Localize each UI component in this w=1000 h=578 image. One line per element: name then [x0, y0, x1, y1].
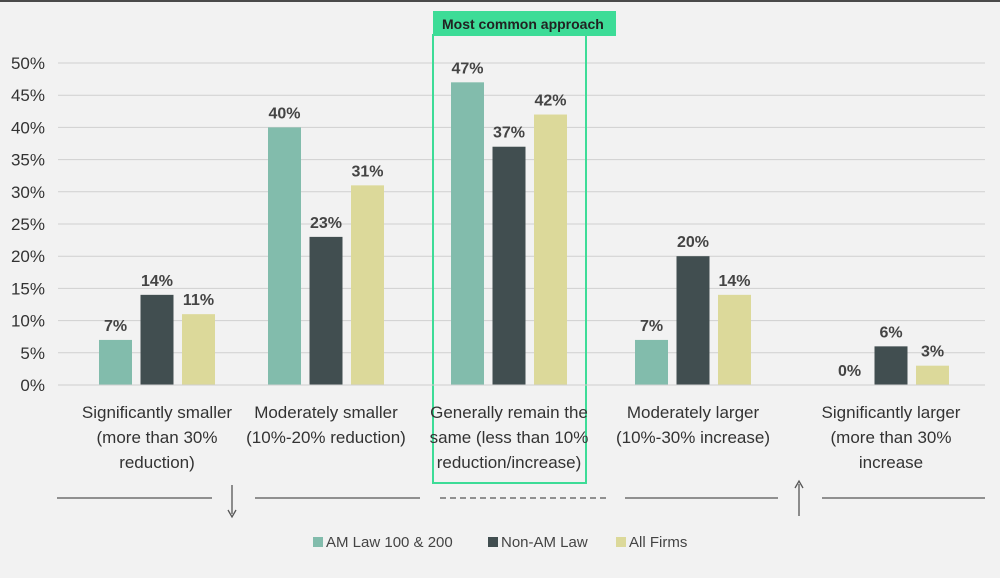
- category-label: (10%-20% reduction): [246, 428, 406, 447]
- bar: [309, 236, 343, 385]
- category-label: increase: [859, 453, 923, 472]
- data-label: 11%: [183, 292, 214, 309]
- y-tick-label: 20%: [11, 247, 45, 266]
- legend-swatch: [488, 537, 498, 547]
- data-label: 14%: [718, 273, 750, 290]
- category-label: reduction): [119, 453, 195, 472]
- data-label: 6%: [879, 324, 902, 341]
- category-label: reduction/increase): [437, 453, 582, 472]
- category-label: Moderately larger: [627, 403, 760, 422]
- bar: [182, 314, 215, 385]
- y-tick-label: 15%: [11, 279, 45, 298]
- y-tick-label: 35%: [11, 151, 45, 170]
- legend-label: Non-AM Law: [501, 534, 588, 551]
- y-tick-label: 0%: [20, 376, 45, 395]
- top-border: [0, 0, 1000, 2]
- bar: [534, 114, 567, 386]
- y-tick-label: 30%: [11, 183, 45, 202]
- data-label: 3%: [921, 344, 944, 361]
- y-tick-label: 10%: [11, 312, 45, 331]
- data-label: 0%: [838, 363, 861, 380]
- y-tick-label: 50%: [11, 54, 45, 73]
- highlight-label: Most common approach: [442, 16, 604, 32]
- highlight-label-bg: [433, 11, 616, 36]
- bar: [351, 185, 384, 385]
- category-label: (more than 30%: [831, 428, 952, 447]
- data-label: 20%: [677, 234, 709, 251]
- bar: [635, 339, 668, 385]
- legend-swatch: [313, 537, 323, 547]
- bar: [916, 365, 949, 385]
- data-label: 7%: [640, 318, 663, 335]
- category-label: (more than 30%: [97, 428, 218, 447]
- legend-label: AM Law 100 & 200: [326, 534, 453, 551]
- y-tick-label: 25%: [11, 215, 45, 234]
- data-label: 14%: [141, 273, 173, 290]
- y-tick-label: 40%: [11, 118, 45, 137]
- down-arrow-icon: [227, 509, 237, 519]
- category-label: Generally remain the: [430, 403, 588, 422]
- legend-swatch: [616, 537, 626, 547]
- up-arrow-icon: [794, 479, 804, 489]
- data-label: 42%: [534, 93, 566, 110]
- category-label: same (less than 10%: [430, 428, 589, 447]
- legend-label: All Firms: [629, 534, 687, 551]
- y-tick-label: 45%: [11, 86, 45, 105]
- data-label: 23%: [310, 215, 342, 232]
- category-label: Moderately smaller: [254, 403, 398, 422]
- data-label: 7%: [104, 318, 127, 335]
- bar: [718, 294, 751, 385]
- bar: [268, 127, 301, 386]
- category-label: (10%-30% increase): [616, 428, 770, 447]
- data-label: 37%: [493, 125, 525, 142]
- bar: [99, 339, 132, 385]
- data-label: 47%: [451, 60, 483, 77]
- y-tick-label: 5%: [20, 344, 45, 363]
- category-label: Significantly smaller: [82, 403, 233, 422]
- data-label: 40%: [268, 105, 300, 122]
- bar: [140, 294, 174, 385]
- bar: [676, 256, 710, 385]
- bar: [874, 346, 908, 385]
- data-label: 31%: [351, 163, 383, 180]
- bar: [451, 82, 484, 385]
- category-label: Significantly larger: [822, 403, 961, 422]
- bar: [492, 146, 526, 385]
